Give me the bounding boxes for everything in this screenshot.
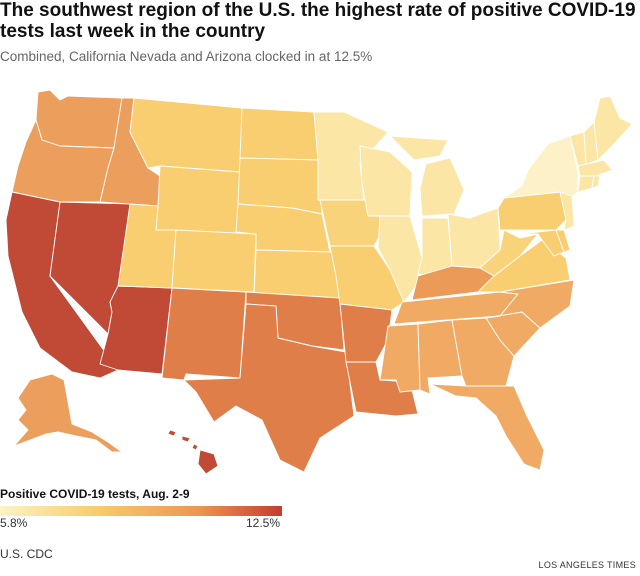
state-north-carolina	[485, 279, 575, 329]
state-massachusetts	[577, 159, 613, 177]
state-louisiana	[345, 361, 419, 417]
chart-title: The southwest region of the U.S. the hig…	[0, 0, 636, 42]
state-alaska	[13, 373, 123, 453]
state-illinois	[377, 215, 423, 303]
us-choropleth-map	[5, 89, 633, 475]
state-kansas	[253, 249, 341, 299]
legend-min-label: 5.8%	[0, 516, 28, 530]
state-wyoming	[155, 165, 241, 237]
chart-subtitle: Combined, California Nevada and Arizona …	[0, 49, 373, 64]
state-west-virginia	[479, 229, 539, 277]
state-rhode-island	[591, 175, 601, 189]
state-connecticut	[577, 175, 595, 193]
state-missouri	[329, 245, 405, 311]
state-delaware	[555, 229, 571, 253]
legend-title: Positive COVID-19 tests, Aug. 2-9	[0, 487, 190, 501]
state-new-mexico	[161, 287, 247, 381]
state-maine	[593, 95, 633, 161]
state-north-dakota	[239, 107, 319, 161]
state-hawaii	[167, 429, 219, 475]
source-credit: U.S. CDC	[0, 547, 53, 561]
legend-max-label: 12.5%	[246, 516, 281, 530]
state-wisconsin	[359, 145, 413, 217]
state-montana	[129, 97, 243, 173]
state-colorado	[171, 229, 257, 293]
publisher-credit: LOS ANGELES TIMES	[538, 560, 636, 570]
state-florida	[429, 383, 545, 471]
state-texas	[183, 303, 355, 473]
legend-color-bar	[0, 506, 282, 516]
state-new-york	[503, 135, 579, 199]
state-michigan	[389, 135, 465, 217]
state-washington	[35, 89, 123, 149]
state-virginia	[477, 239, 571, 293]
